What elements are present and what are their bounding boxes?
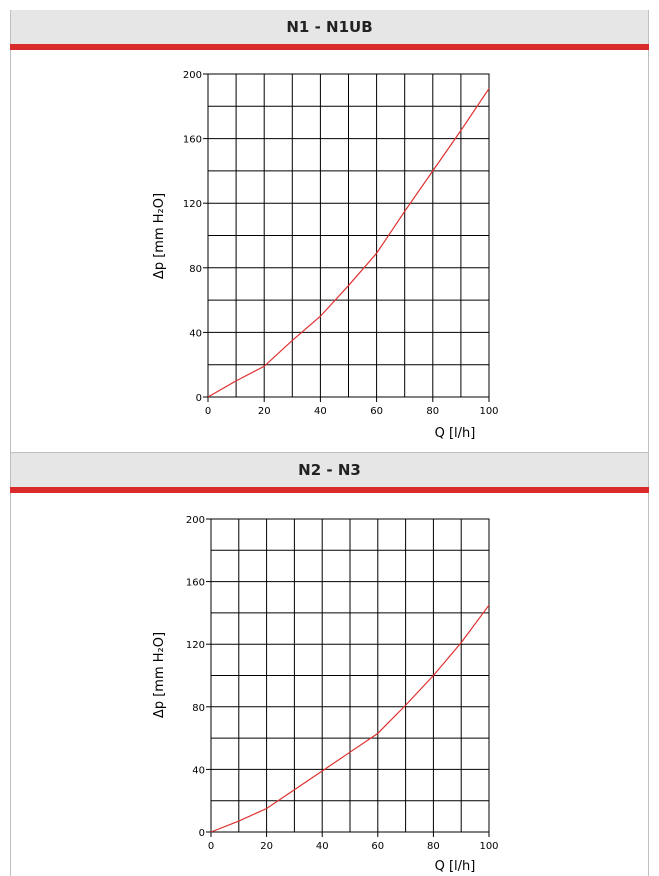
series-line [210,604,490,833]
x-tick-label: 0 [208,841,214,852]
x-tick-label: 40 [316,841,329,852]
chart-1-red-bar [10,44,649,50]
x-tick-label: 20 [260,841,273,852]
x-axis-label: Q [l/h] [435,426,476,441]
x-tick-label: 100 [479,841,498,852]
x-tick-label: 20 [258,406,271,417]
y-tick-label: 40 [189,328,202,339]
x-axis-label: Q [l/h] [435,859,476,874]
chart-1-title: N1 - N1UB [286,18,373,36]
plot-area [210,518,490,833]
chart-2-header: N2 - N3 [10,453,649,487]
x-tick-label: 80 [426,406,439,417]
x-tick-label: 40 [314,406,327,417]
y-tick-label: 120 [183,199,202,210]
x-tick-label: 60 [371,841,384,852]
x-tick-label: 60 [370,406,383,417]
x-tick-label: 100 [479,406,498,417]
y-tick-label: 80 [189,264,202,275]
x-tick-label: 0 [205,406,211,417]
y-tick-label: 0 [196,393,202,404]
y-tick-label: 0 [199,828,205,839]
x-tick-label: 80 [427,841,440,852]
chart-2-title: N2 - N3 [298,461,361,479]
y-tick-label: 160 [186,578,205,589]
section-divider [10,452,649,453]
plot-area [207,73,490,398]
y-tick-label: 200 [183,70,202,81]
y-axis-label: Δp [mm H₂O] [152,632,167,718]
chart-1-header: N1 - N1UB [10,10,649,44]
chart-2-red-bar [10,487,649,493]
y-tick-label: 80 [192,703,205,714]
series-line [207,88,490,398]
y-tick-label: 40 [192,765,205,776]
y-tick-label: 200 [186,515,205,526]
y-tick-label: 120 [186,640,205,651]
y-tick-label: 160 [183,135,202,146]
y-axis-label: Δp [mm H₂O] [152,193,167,279]
